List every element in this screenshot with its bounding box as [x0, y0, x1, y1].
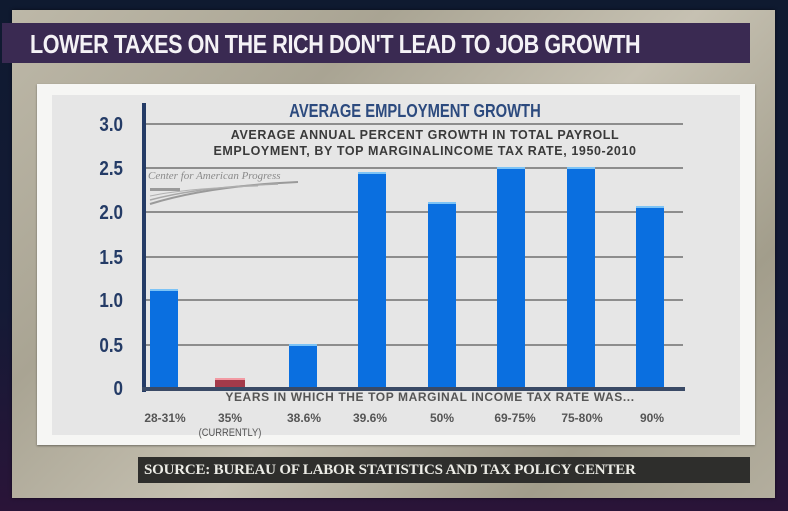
chart-subtitle-line-2: EMPLOYMENT, BY TOP MARGINALINCOME TAX RA…: [213, 144, 637, 158]
gridline-2-0: [146, 211, 683, 213]
bar-35-currently: [215, 380, 245, 389]
bar-38-6: [289, 346, 317, 389]
y-tick-3-0: 3.0: [99, 114, 123, 136]
x-label-28-31: 28-31%: [144, 411, 186, 425]
bar-69-75: [497, 169, 525, 389]
bar-75-80: [567, 169, 595, 389]
bar-39-6: [358, 174, 386, 389]
y-tick-0: 0: [113, 378, 123, 400]
x-label-69-75: 69-75%: [494, 411, 536, 425]
y-tick-2-5: 2.5: [99, 158, 123, 180]
gridline-0-5: [146, 344, 683, 346]
x-label-35-note: (CURRENTLY): [198, 427, 262, 439]
chart-title: AVERAGE EMPLOYMENT GROWTH: [289, 101, 541, 121]
headline-title: LOWER TAXES ON THE RICH DON'T LEAD TO JO…: [30, 29, 641, 59]
x-label-50: 50%: [429, 411, 455, 425]
headline-banner: [2, 23, 750, 63]
x-axis-title: YEARS IN WHICH THE TOP MARGINAL INCOME T…: [225, 390, 635, 404]
gridline-3-0: [146, 123, 683, 125]
source-caption: SOURCE: BUREAU OF LABOR STATISTICS AND T…: [144, 462, 636, 478]
y-tick-0-5: 0.5: [99, 335, 123, 357]
x-label-38-6: 38.6%: [286, 411, 322, 425]
logo-swoosh-icon: [149, 181, 299, 205]
y-tick-1-0: 1.0: [99, 290, 123, 312]
y-tick-1-5: 1.5: [99, 247, 123, 269]
x-label-35: 35%: [217, 411, 243, 425]
bar-90: [636, 208, 664, 389]
title-backdrop: [146, 98, 683, 122]
x-label-90: 90%: [639, 411, 665, 425]
bar-28-31: [150, 291, 178, 389]
x-label-39-6: 39.6%: [352, 411, 388, 425]
x-label-75-80: 75-80%: [561, 411, 603, 425]
y-axis: [142, 103, 146, 392]
gridline-2-5: [146, 167, 683, 169]
y-tick-2-0: 2.0: [99, 202, 123, 224]
bar-50: [428, 204, 456, 389]
gridline-1-5: [146, 256, 683, 258]
center-for-american-progress-logo: Center for American Progress: [148, 170, 308, 206]
source-banner: [138, 457, 750, 483]
subtitle-backdrop: [146, 125, 683, 165]
chart-subtitle-line-1: AVERAGE ANNUAL PERCENT GROWTH IN TOTAL P…: [230, 128, 620, 142]
gridline-1-0: [146, 299, 683, 301]
x-axis: [142, 387, 685, 391]
